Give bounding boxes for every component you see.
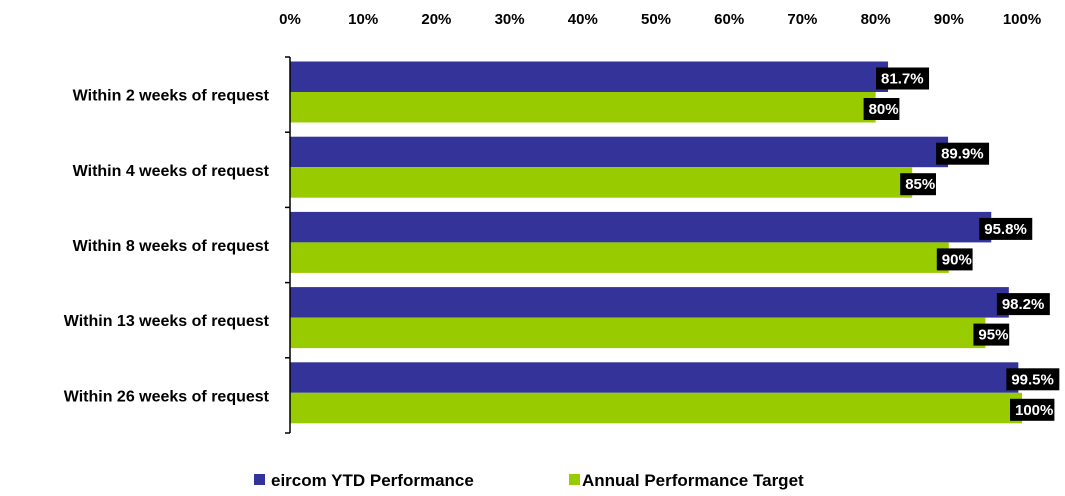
data-label-box	[996, 293, 1050, 316]
category-labels: Within 2 weeks of request Within 4 weeks …	[64, 88, 270, 406]
bar	[290, 362, 1019, 393]
x-axis-ticks: 0% 10% 20% 30% 40% 50% 60% 70% 80% 90% 100%	[279, 11, 1041, 28]
x-tick-label: 100%	[1003, 11, 1041, 28]
x-tick-label: 60%	[714, 11, 744, 28]
data-label-box	[979, 217, 1033, 240]
legend-label: Annual Performance Target	[582, 471, 804, 490]
x-tick-label: 30%	[495, 11, 525, 28]
bar	[290, 61, 889, 92]
category-label: Within 8 weeks of request	[73, 238, 270, 255]
data-label: 95.8%	[984, 221, 1027, 238]
bar	[290, 211, 992, 243]
data-label: 98.2%	[1002, 296, 1045, 313]
data-label-box	[863, 98, 900, 120]
y-axis	[285, 56, 291, 434]
data-label: 95%	[978, 327, 1008, 344]
bar	[290, 392, 1022, 424]
x-tick-label: 40%	[568, 11, 598, 28]
data-label-box	[936, 142, 990, 165]
category-label: Within 13 weeks of request	[64, 313, 270, 330]
bar	[290, 287, 1009, 318]
legend-swatch	[569, 474, 580, 485]
data-label: 85%	[905, 176, 935, 193]
data-label: 90%	[942, 251, 972, 268]
x-tick-label: 10%	[348, 11, 378, 28]
data-label-box	[936, 248, 973, 271]
data-label-box	[1010, 398, 1055, 421]
x-tick-label: 80%	[861, 11, 891, 28]
legend-label: eircom YTD Performance	[271, 471, 474, 490]
data-label-box	[900, 173, 936, 196]
data-label: 99.5%	[1011, 371, 1054, 388]
category-label: Within 26 weeks of request	[64, 388, 270, 405]
data-label: 81.7%	[881, 71, 924, 88]
bar	[290, 136, 949, 168]
legend: eircom YTD Performance Annual Performance…	[254, 471, 804, 490]
chart-bars	[290, 61, 1022, 424]
category-label: Within 4 weeks of request	[73, 163, 270, 180]
data-labels: 81.7% 80% 89.9% 85% 95.8% 90% 98.2% 95% 99.5% 100…	[863, 67, 1060, 421]
x-tick-label: 70%	[787, 11, 817, 28]
data-label-box	[1006, 368, 1060, 391]
bar	[290, 167, 913, 198]
x-tick-label: 20%	[421, 11, 451, 28]
x-tick-label: 0%	[279, 11, 301, 28]
data-label: 89.9%	[941, 146, 984, 163]
category-label: Within 2 weeks of request	[73, 88, 270, 105]
data-label: 80%	[869, 101, 899, 118]
bar	[290, 92, 876, 123]
data-label-box	[876, 67, 930, 90]
x-tick-label: 50%	[641, 11, 671, 28]
data-label: 100%	[1015, 402, 1053, 419]
x-tick-label: 90%	[934, 11, 964, 28]
data-label-box	[973, 323, 1010, 346]
bar	[290, 317, 986, 349]
legend-swatch	[254, 474, 265, 485]
bar	[290, 242, 949, 273]
